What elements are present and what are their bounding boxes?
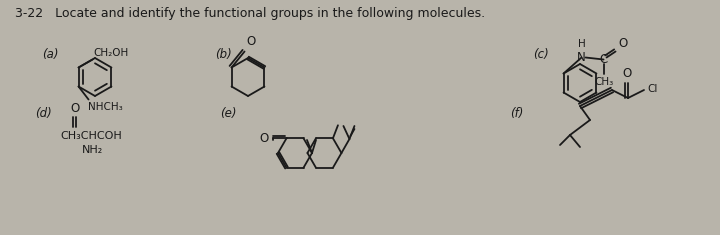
- Text: (d): (d): [35, 107, 52, 120]
- Text: H: H: [577, 39, 585, 48]
- Text: O: O: [259, 132, 269, 145]
- Text: O: O: [622, 67, 631, 80]
- Text: (e): (e): [220, 107, 236, 120]
- Text: CH₂OH: CH₂OH: [94, 47, 129, 58]
- Text: (c): (c): [533, 48, 549, 61]
- Text: C: C: [600, 53, 608, 66]
- Text: O: O: [246, 35, 256, 47]
- Text: (f): (f): [510, 107, 523, 120]
- Text: O: O: [618, 36, 628, 50]
- Text: CH₃CHCOH: CH₃CHCOH: [60, 131, 122, 141]
- Text: N: N: [577, 51, 586, 64]
- Text: NHCH₃: NHCH₃: [88, 102, 122, 111]
- Text: O: O: [71, 102, 80, 115]
- Text: Cl: Cl: [647, 84, 657, 94]
- Text: NH₂: NH₂: [82, 145, 103, 155]
- Text: (b): (b): [215, 48, 232, 61]
- Text: (a): (a): [42, 48, 58, 61]
- Text: CH₃: CH₃: [594, 77, 613, 86]
- Text: 3-22   Locate and identify the functional groups in the following molecules.: 3-22 Locate and identify the functional …: [15, 7, 485, 20]
